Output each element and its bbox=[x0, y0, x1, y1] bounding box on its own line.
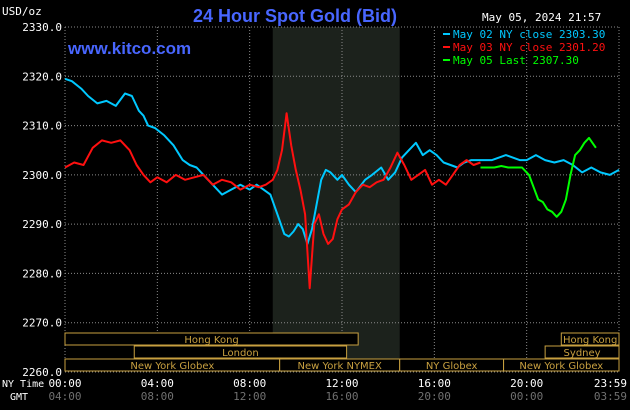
session-box bbox=[503, 358, 620, 372]
series-line-may-05 bbox=[480, 136, 597, 218]
gmt-row-label: GMT bbox=[10, 392, 28, 403]
x-tick-ny: 20:00 bbox=[510, 377, 543, 390]
x-tick-gmt: 08:00 bbox=[141, 390, 174, 403]
session-2: New York Globex bbox=[64, 358, 281, 372]
x-tick-gmt: 16:00 bbox=[325, 390, 358, 403]
x-axis-ticks: 00:00 04:00 08:00 12:00 16:00 20:00 23:5904:00… bbox=[48, 377, 627, 403]
session-label: Hong Kong bbox=[184, 335, 238, 346]
x-tick-ny: 04:00 bbox=[141, 377, 174, 390]
x-tick-gmt: 04:00 bbox=[48, 390, 81, 403]
session-label: New York Globex bbox=[519, 361, 603, 372]
session-label: New York Globex bbox=[130, 361, 214, 372]
y-tick-label: 2300.0 bbox=[22, 169, 62, 182]
chart-date: May 05, 2024 21:57 bbox=[482, 11, 601, 24]
legend-label-may-02: May 02 NY close 2303.30 bbox=[453, 28, 605, 41]
session-3: New York NYMEX bbox=[279, 358, 401, 372]
legend-item-may-03: May 03 NY close 2301.20 bbox=[443, 41, 605, 54]
chart-title: 24 Hour Spot Gold (Bid) bbox=[193, 6, 397, 26]
session-box bbox=[544, 345, 620, 359]
trading-sessions: Hong Kong London New York Globex New York N… bbox=[64, 332, 620, 372]
ny-time-row-label: NY Time bbox=[2, 379, 44, 390]
x-tick-gmt: 00:00 bbox=[510, 390, 543, 403]
session-5: Hong Kong bbox=[560, 332, 620, 346]
session-4: NY Globex bbox=[399, 358, 505, 372]
y-tick-label: 2260.0 bbox=[22, 366, 62, 379]
x-tick-ny: 16:00 bbox=[418, 377, 451, 390]
legend: May 02 NY close 2303.30 May 03 NY close … bbox=[443, 28, 605, 67]
y-tick-label: 2290.0 bbox=[22, 218, 62, 231]
session-6: Sydney bbox=[544, 345, 620, 359]
session-box bbox=[560, 332, 620, 346]
series-line-may-02 bbox=[64, 77, 620, 245]
y-axis-ticks: 2330.0 2320.0 2310.0 2300.0 2290.0 2280.0 2270… bbox=[22, 21, 62, 379]
y-tick-label: 2310.0 bbox=[22, 120, 62, 133]
x-tick-gmt: 03:59 bbox=[594, 390, 627, 403]
session-box bbox=[64, 332, 359, 346]
session-0: Hong Kong bbox=[64, 332, 359, 346]
y-axis-unit: USD/oz bbox=[2, 5, 42, 18]
x-tick-gmt: 20:00 bbox=[418, 390, 451, 403]
session-label: New York NYMEX bbox=[298, 361, 383, 372]
y-tick-label: 2280.0 bbox=[22, 267, 62, 280]
legend-item-may-02: May 02 NY close 2303.30 bbox=[443, 28, 605, 41]
x-tick-ny: 08:00 bbox=[233, 377, 266, 390]
legend-label-may-05: May 05 Last 2307.30 bbox=[453, 54, 579, 67]
watermark: www.kitco.com bbox=[67, 39, 191, 58]
session-label: NY Globex bbox=[426, 361, 478, 372]
y-tick-label: 2270.0 bbox=[22, 317, 62, 330]
nymex-session-highlight bbox=[272, 27, 400, 372]
x-tick-ny: 12:00 bbox=[325, 377, 358, 390]
session-label: Hong Kong bbox=[563, 335, 617, 346]
session-7: New York Globex bbox=[503, 358, 620, 372]
session-box bbox=[133, 345, 348, 359]
session-label: Sydney bbox=[564, 348, 601, 359]
x-tick-gmt: 12:00 bbox=[233, 390, 266, 403]
legend-label-may-03: May 03 NY close 2301.20 bbox=[453, 41, 605, 54]
legend-item-may-05: May 05 Last 2307.30 bbox=[443, 54, 579, 67]
y-tick-label: 2330.0 bbox=[22, 21, 62, 34]
y-tick-label: 2320.0 bbox=[22, 70, 62, 83]
x-tick-ny: 23:59 bbox=[594, 377, 627, 390]
session-1: London bbox=[133, 345, 348, 359]
session-label: London bbox=[222, 348, 259, 359]
x-tick-ny: 00:00 bbox=[48, 377, 81, 390]
series-line-may-03 bbox=[64, 112, 481, 290]
price-series bbox=[64, 77, 620, 290]
